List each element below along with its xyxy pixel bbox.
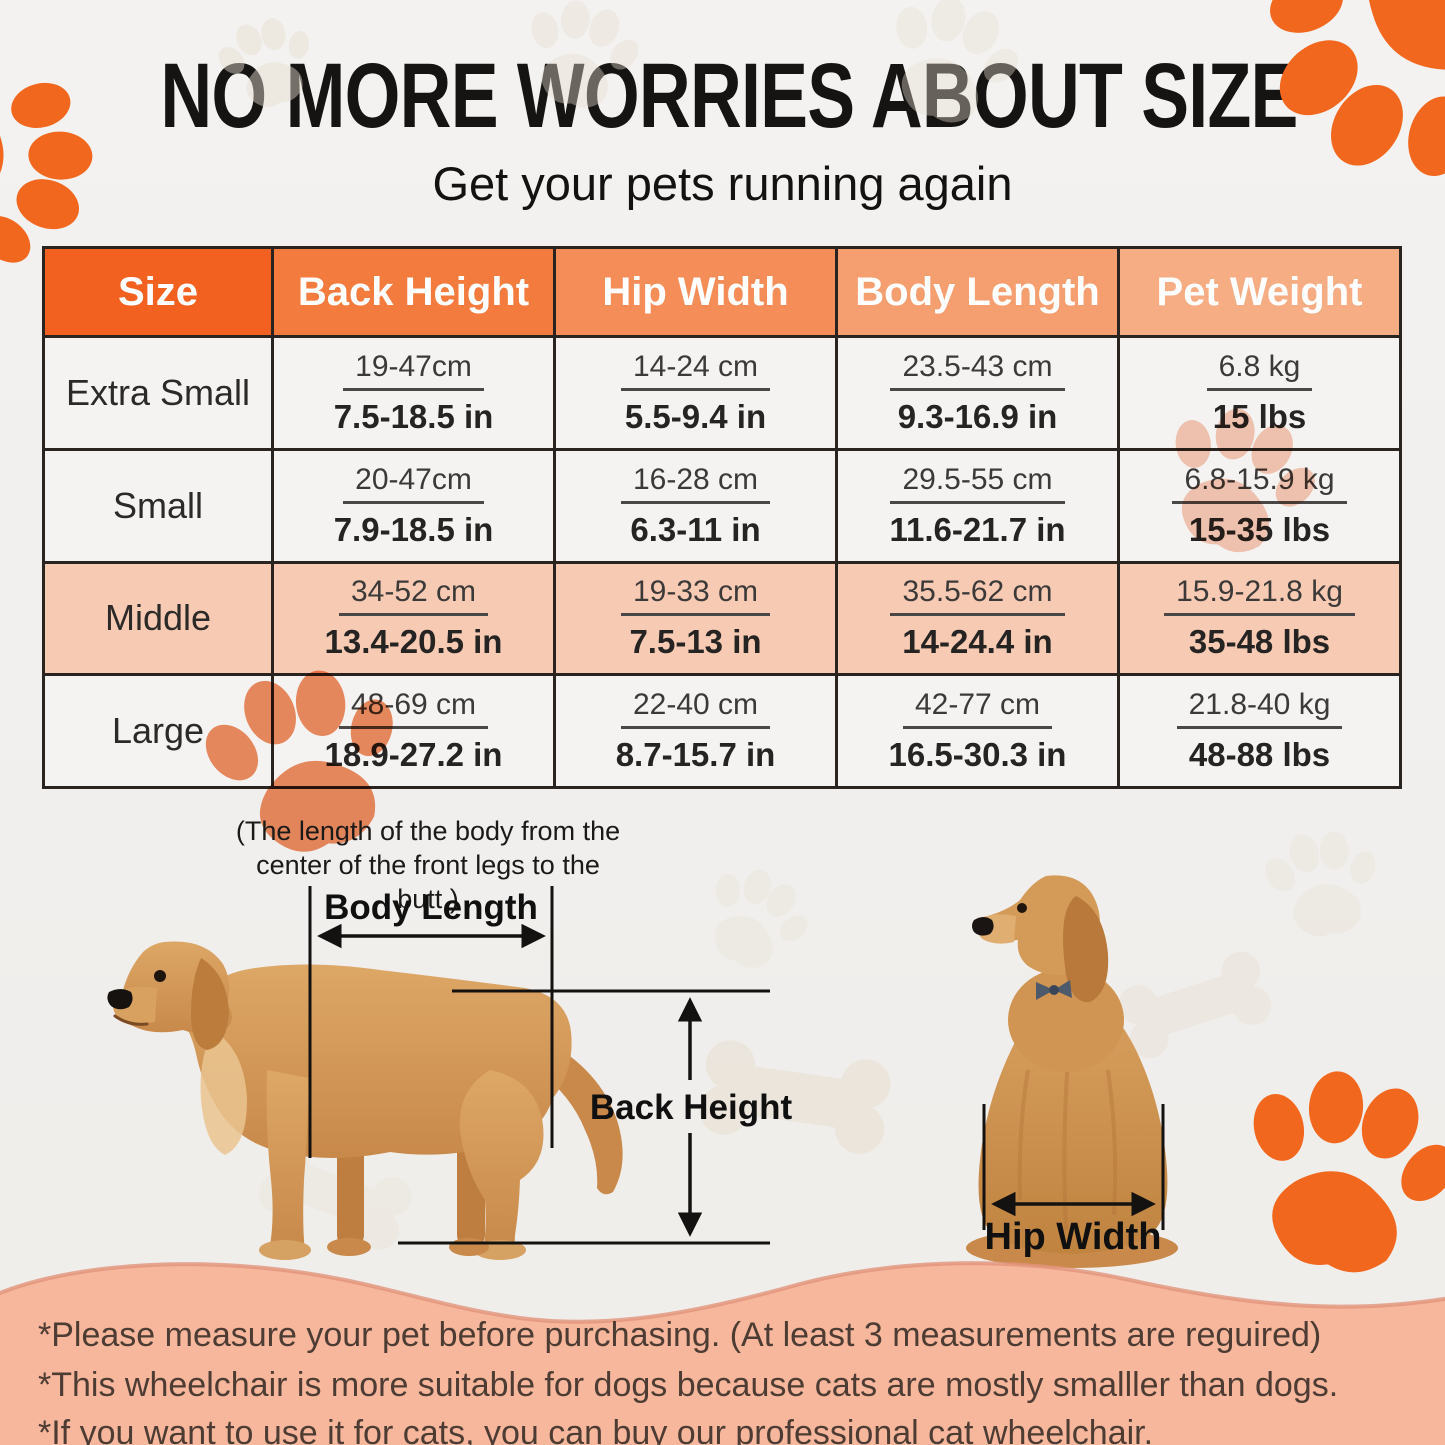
standing-dog-illustration: [107, 941, 623, 1260]
page-subtitle: Get your pets running again: [432, 157, 1013, 210]
column-header-pet-weight: Pet Weight: [1120, 249, 1399, 335]
table-cell: 35.5-62 cm 14-24.4 in: [838, 563, 1117, 674]
table-cell: 21.8-40 kg 48-88 lbs: [1120, 676, 1399, 786]
table-cell: 19-33 cm 7.5-13 in: [556, 563, 835, 674]
table-cell: 20-47cm 7.9-18.5 in: [274, 450, 553, 561]
table-cell: 16-28 cm 6.3-11 in: [556, 450, 835, 561]
table-row-size-label: Middle: [45, 563, 271, 674]
table-row-size-label: Extra Small: [45, 338, 271, 448]
table-cell: 15.9-21.8 kg 35-48 lbs: [1120, 563, 1399, 674]
paw-print-icon: [1254, 820, 1390, 945]
table-cell: 48-69 cm 18.9-27.2 in: [274, 676, 553, 786]
table-cell: 23.5-43 cm 9.3-16.9 in: [838, 338, 1117, 448]
table-cell: 6.8-15.9 kg 15-35 lbs: [1120, 450, 1399, 561]
hip-width-label: Hip Width: [984, 1216, 1162, 1258]
table-cell: 42-77 cm 16.5-30.3 in: [838, 676, 1117, 786]
paw-print-icon: [206, 4, 329, 120]
dog-nose: [107, 989, 133, 1010]
column-header-body-length: Body Length: [838, 249, 1117, 335]
paw-print-icon: [511, 0, 652, 118]
dog-eye: [154, 970, 166, 982]
footnote: *Please measure your pet before purchasi…: [38, 1316, 1322, 1354]
dog-ear: [191, 958, 229, 1050]
table-cell: 34-52 cm 13.4-20.5 in: [274, 563, 553, 674]
table-row-size-label: Large: [45, 676, 271, 786]
back-height-label: Back Height: [589, 1088, 793, 1127]
paw-print-icon: [685, 851, 827, 986]
paw-print-icon: [865, 0, 1038, 140]
sitting-dog-illustration: [966, 875, 1178, 1268]
column-header-size: Size: [45, 249, 271, 335]
body-length-label: Body Length: [324, 888, 538, 927]
column-header-back-height: Back Height: [274, 249, 553, 335]
table-cell: 6.8 kg 15 lbs: [1120, 338, 1399, 448]
dog-ear: [1063, 896, 1109, 1003]
page-title: NO MORE WORRIES ABOUT SIZE: [160, 45, 1298, 147]
footnote: *This wheelchair is more suitable for do…: [38, 1366, 1339, 1404]
table-cell: 22-40 cm 8.7-15.7 in: [556, 676, 835, 786]
dog-eye: [1017, 903, 1027, 913]
column-header-hip-width: Hip Width: [556, 249, 835, 335]
footnote: *If you want to use it for cats, you can…: [38, 1414, 1154, 1445]
table-cell: 14-24 cm 5.5-9.4 in: [556, 338, 835, 448]
size-table: Size Back Height Hip Width Body Length P…: [42, 246, 1402, 789]
table-cell: 29.5-55 cm 11.6-21.7 in: [838, 450, 1117, 561]
dog-bow: [1036, 982, 1054, 1000]
table-row-size-label: Small: [45, 450, 271, 561]
dog-nose: [972, 917, 994, 936]
table-cell: 19-47cm 7.5-18.5 in: [274, 338, 553, 448]
